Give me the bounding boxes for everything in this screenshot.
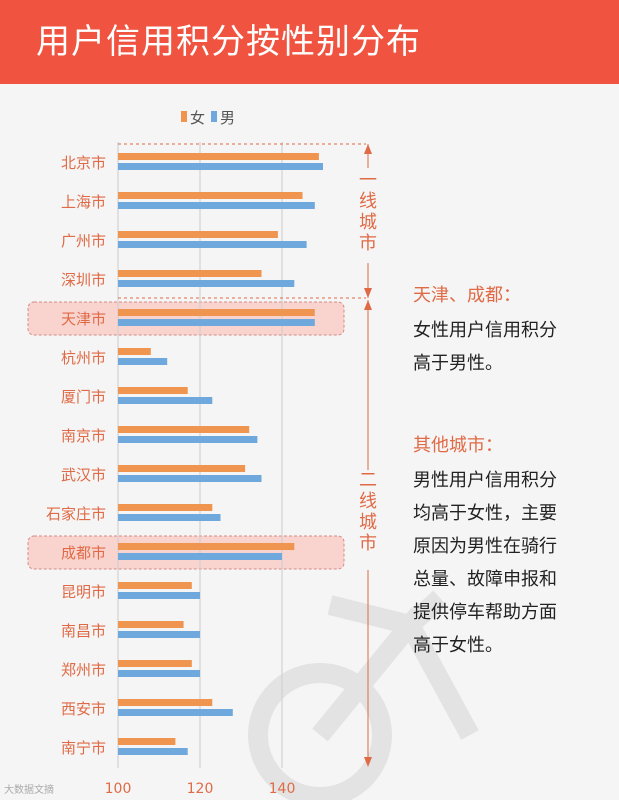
bar-female — [118, 465, 246, 472]
bar-male — [118, 475, 262, 482]
bar-female — [118, 309, 315, 316]
category-label: 郑州市 — [61, 661, 106, 679]
bar-male — [118, 163, 323, 170]
tier-label-char: 市 — [359, 233, 377, 254]
category-label: 南京市 — [61, 427, 106, 445]
bar-female — [118, 426, 250, 433]
category-label: 武汉市 — [61, 466, 106, 484]
bar-female — [118, 231, 278, 238]
bar-male — [118, 631, 200, 638]
note-other-cities-body: 男性用户信用积分 均高于女性，主要 原因为男性在骑行 总量、故障申报和 提供停车… — [413, 470, 557, 656]
legend-label-male: 男 — [220, 109, 235, 127]
tier-arrowheads — [364, 144, 372, 767]
header-bar: 用户信用积分按性别分布 — [0, 0, 619, 84]
tier-label-char: 市 — [359, 533, 377, 554]
x-tick-labels: 100 120 140 — [105, 781, 296, 797]
bar-female — [118, 699, 213, 706]
note-tianjin-chengdu-heading: 天津、成都： — [413, 285, 521, 306]
note-tianjin-chengdu-body: 女性用户信用积分 高于男性。 — [413, 320, 557, 374]
bar-male — [118, 241, 307, 248]
category-label: 广州市 — [61, 232, 106, 250]
category-label: 北京市 — [61, 154, 106, 172]
bar-male — [118, 553, 282, 560]
bar-male — [118, 202, 315, 209]
category-label: 南宁市 — [61, 739, 106, 757]
bar-female — [118, 504, 213, 511]
bar-female — [118, 348, 151, 355]
bar-female — [118, 660, 192, 667]
category-label: 成都市 — [61, 544, 106, 562]
chart-bars — [118, 153, 323, 755]
category-label: 深圳市 — [61, 271, 106, 289]
bar-female — [118, 153, 319, 160]
category-label: 厦门市 — [61, 388, 106, 406]
legend-label-female: 女 — [190, 109, 205, 127]
bar-male — [118, 514, 221, 521]
bar-male — [118, 709, 233, 716]
tier-label-char: 线 — [359, 491, 377, 512]
tier-label-char: 城 — [359, 212, 377, 233]
tier-label-char: 二 — [359, 470, 377, 491]
bar-female — [118, 192, 303, 199]
bar-female — [118, 582, 192, 589]
x-tick-100: 100 — [105, 781, 132, 797]
bar-male — [118, 397, 213, 404]
bar-female — [118, 270, 262, 277]
bar-male — [118, 436, 258, 443]
category-label: 昆明市 — [61, 583, 106, 601]
source-watermark: 大数据文摘 — [4, 785, 54, 796]
bar-male — [118, 358, 168, 365]
note-other-cities-heading: 其他城市： — [413, 435, 503, 456]
tier-label-char: 一 — [359, 170, 377, 191]
bar-female — [118, 621, 184, 628]
x-tick-140: 140 — [269, 781, 296, 797]
legend-swatch-female — [181, 111, 187, 122]
category-label: 西安市 — [61, 700, 106, 718]
category-label: 石家庄市 — [46, 505, 106, 523]
chart-legend: 女 男 — [181, 109, 235, 127]
x-tick-120: 120 — [187, 781, 214, 797]
bar-male — [118, 592, 200, 599]
bar-male — [118, 748, 188, 755]
bar-female — [118, 543, 295, 550]
legend-swatch-male — [211, 111, 217, 122]
bar-male — [118, 280, 295, 287]
bar-female — [118, 387, 188, 394]
bar-chart: 女 男 北京市上海市广州市深圳市天津市杭州市厦门市南京市武汉市石家庄市成都市昆明… — [27, 109, 479, 800]
category-label: 杭州市 — [61, 349, 106, 367]
category-label: 上海市 — [61, 193, 106, 211]
category-label: 天津市 — [61, 310, 106, 328]
category-label: 南昌市 — [61, 622, 106, 640]
page-title: 用户信用积分按性别分布 — [36, 22, 421, 62]
tier-label-char: 城 — [359, 512, 377, 533]
bar-female — [118, 738, 176, 745]
bar-male — [118, 670, 200, 677]
bike-watermark-icon — [248, 590, 479, 800]
bar-male — [118, 319, 315, 326]
tier-label-char: 线 — [359, 191, 377, 212]
category-labels: 北京市上海市广州市深圳市天津市杭州市厦门市南京市武汉市石家庄市成都市昆明市南昌市… — [46, 154, 106, 757]
